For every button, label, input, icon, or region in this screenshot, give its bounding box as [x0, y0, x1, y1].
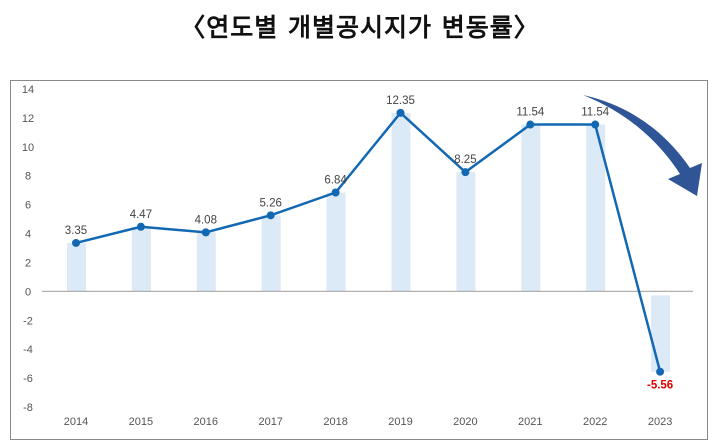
data-point — [591, 120, 600, 129]
shadow-bar — [651, 295, 671, 372]
chart-title: 〈연도별 개별공시지가 변동률〉 — [180, 13, 540, 42]
x-tick-label: 2017 — [258, 416, 282, 428]
data-label: -5.56 — [647, 380, 673, 392]
x-tick-label: 2020 — [453, 416, 477, 428]
x-tick-label: 2015 — [129, 416, 153, 428]
data-label: 4.08 — [195, 214, 217, 226]
shadow-bar — [521, 124, 541, 292]
downward-arrow-icon — [583, 95, 702, 196]
x-tick-label: 2022 — [583, 416, 607, 428]
data-label: 12.35 — [386, 95, 415, 107]
y-tick-label: 8 — [25, 171, 31, 183]
data-point — [396, 108, 405, 117]
x-tick-label: 2016 — [194, 416, 218, 428]
shadow-bar — [326, 192, 346, 292]
data-point — [136, 222, 145, 231]
y-tick-label: -6 — [23, 373, 33, 385]
y-tick-label: -8 — [23, 402, 33, 414]
data-point — [266, 211, 275, 220]
data-label: 11.54 — [516, 107, 545, 119]
data-point — [72, 238, 80, 247]
shadow-bar — [261, 215, 281, 292]
data-label: 4.47 — [130, 209, 152, 221]
shadow-bar — [391, 112, 411, 292]
y-tick-label: 2 — [25, 257, 31, 269]
y-tick-label: 4 — [25, 229, 31, 241]
y-tick-label: -2 — [23, 315, 33, 327]
series-line — [75, 111, 662, 373]
data-label: 8.25 — [454, 154, 476, 166]
x-tick-label: 2021 — [518, 416, 542, 428]
data-point — [331, 188, 340, 197]
y-tick-label: 12 — [22, 113, 34, 125]
x-tick-label: 2018 — [323, 416, 347, 428]
shadow-bar — [196, 232, 216, 292]
shadow-bar — [586, 124, 606, 292]
data-label: 6.84 — [324, 174, 347, 186]
y-tick-label: 10 — [22, 142, 34, 154]
data-point — [201, 228, 210, 237]
y-tick-label: -4 — [23, 344, 33, 356]
shadow-bar — [456, 172, 476, 292]
data-label: 3.35 — [65, 225, 87, 237]
x-tick-label: 2019 — [388, 416, 412, 428]
x-tick-label: 2023 — [648, 416, 672, 428]
data-point — [656, 367, 665, 376]
data-point — [526, 120, 535, 129]
y-tick-label: 6 — [25, 200, 31, 212]
y-tick-label: 14 — [22, 84, 34, 96]
y-tick-label: 0 — [25, 286, 31, 298]
shadow-bar — [67, 242, 86, 292]
data-label: 5.26 — [260, 197, 282, 209]
data-point — [461, 168, 470, 177]
data-label: 11.54 — [581, 107, 610, 119]
shadow-bar — [131, 226, 151, 292]
x-tick-label: 2014 — [64, 416, 88, 428]
